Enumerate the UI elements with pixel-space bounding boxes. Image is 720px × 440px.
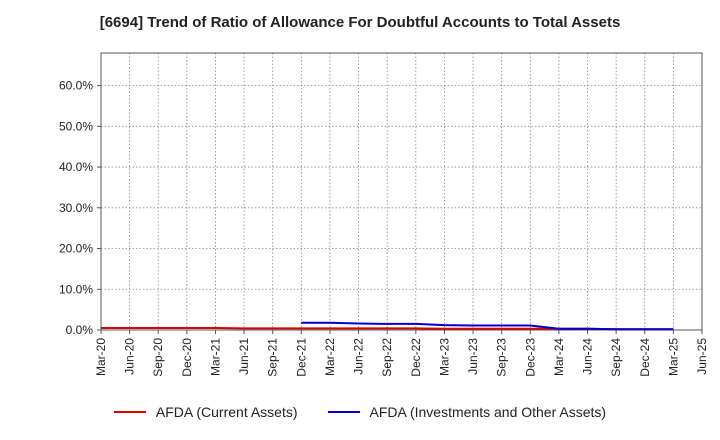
- x-tick-label: Jun-24: [581, 338, 595, 375]
- x-tick-label: Sep-23: [495, 338, 509, 377]
- x-tick-label: Mar-21: [208, 338, 222, 376]
- y-tick-label: 60.0%: [59, 79, 93, 93]
- y-tick-label: 50.0%: [59, 119, 93, 133]
- legend-label-investments: AFDA (Investments and Other Assets): [369, 404, 607, 420]
- legend-label-current-assets: AFDA (Current Assets): [155, 404, 298, 420]
- x-tick-label: Sep-20: [151, 338, 165, 377]
- legend-item-investments: AFDA (Investments and Other Assets): [327, 404, 607, 420]
- legend-swatch-investments: [327, 411, 360, 413]
- x-tick-label: Mar-23: [437, 338, 451, 376]
- y-tick-label: 40.0%: [59, 160, 93, 174]
- x-tick-label: Dec-24: [638, 338, 652, 377]
- x-tick-label: Mar-20: [94, 338, 108, 376]
- y-tick-label: 10.0%: [59, 282, 93, 296]
- x-tick-label: Dec-22: [409, 338, 423, 377]
- x-tick-label: Jun-21: [237, 338, 251, 375]
- plot-area: [101, 53, 702, 330]
- x-tick-label: Dec-23: [523, 338, 537, 377]
- x-tick-label: Mar-22: [323, 338, 337, 376]
- legend-swatch-current-assets: [113, 411, 146, 413]
- x-tick-label: Jun-23: [466, 338, 480, 375]
- legend-item-current-assets: AFDA (Current Assets): [113, 404, 298, 420]
- y-tick-label: 0.0%: [66, 323, 94, 337]
- x-tick-label: Sep-22: [380, 338, 394, 377]
- plot-border: [100, 52, 703, 331]
- x-tick-label: Jun-20: [123, 338, 137, 375]
- series-line-investments: [301, 321, 674, 331]
- x-tick-label: Jun-22: [352, 338, 366, 375]
- x-tick-label: Sep-24: [609, 338, 623, 377]
- x-tick-label: Mar-25: [666, 338, 680, 376]
- x-tick-label: Dec-20: [180, 338, 194, 377]
- x-tick-label: Dec-21: [294, 338, 308, 377]
- x-tick-label: Mar-24: [552, 338, 566, 376]
- y-tick-label: 30.0%: [59, 201, 93, 215]
- x-tick-label: Jun-25: [695, 338, 709, 375]
- x-tick-label: Sep-21: [266, 338, 280, 377]
- y-tick-label: 20.0%: [59, 242, 93, 256]
- legend: AFDA (Current Assets) AFDA (Investments …: [0, 404, 720, 420]
- chart-title: [6694] Trend of Ratio of Allowance For D…: [99, 14, 621, 31]
